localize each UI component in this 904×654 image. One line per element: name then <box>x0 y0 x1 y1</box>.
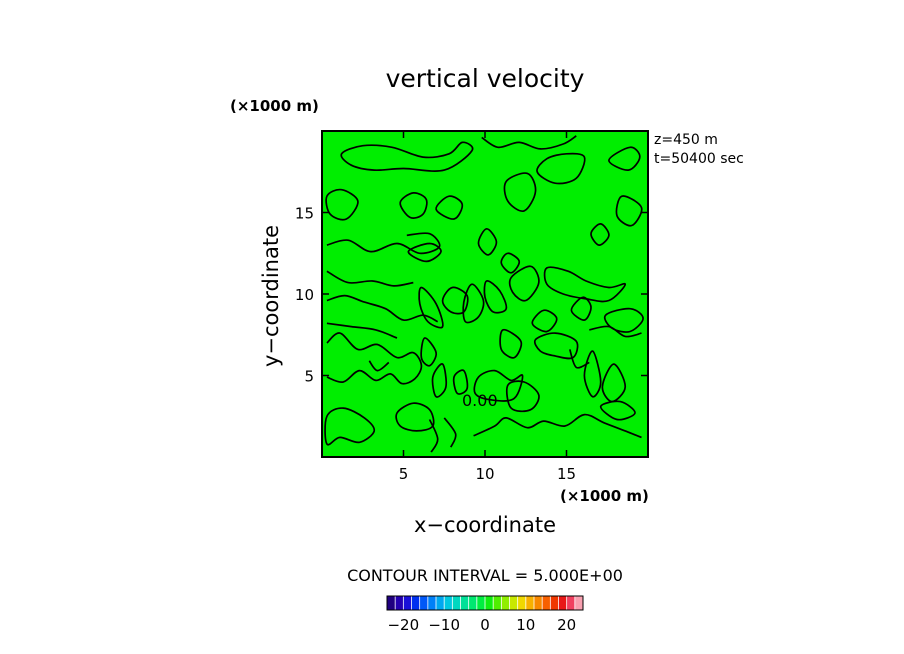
colorbar-tick-label: −20 <box>387 616 419 634</box>
colorbar-swatch <box>542 596 551 610</box>
colorbar-swatch <box>493 596 502 610</box>
contour-line <box>452 369 469 395</box>
contour-line <box>473 369 524 402</box>
contour-line <box>477 227 498 256</box>
colorbar-swatch <box>419 596 429 610</box>
contour-line <box>435 195 464 220</box>
colorbar-ticks: −20 −10 0 10 20 <box>387 616 576 634</box>
contour-lines <box>324 135 644 453</box>
contour-line <box>340 141 474 172</box>
info-line-z: z=450 m <box>654 132 718 148</box>
colorbar-swatch <box>485 596 494 610</box>
contour-line <box>608 146 641 171</box>
contour-line <box>462 283 485 324</box>
chart-title: vertical velocity <box>386 64 585 93</box>
x-axis-label: x−coordinate <box>414 513 556 537</box>
y-tick-label: 10 <box>295 286 314 304</box>
contour-line <box>420 337 437 367</box>
contour-value-label: 0.00 <box>462 391 498 410</box>
colorbar-swatch <box>387 596 396 610</box>
contour-line <box>368 360 390 372</box>
colorbar-swatch <box>517 596 527 610</box>
colorbar-swatch <box>534 596 543 610</box>
colorbar-swatch <box>444 596 453 610</box>
contour-line <box>543 266 627 303</box>
contour-line <box>325 188 359 221</box>
colorbar-swatch <box>460 596 470 610</box>
colorbar-swatch <box>427 596 437 610</box>
colorbar-swatch <box>452 596 461 610</box>
colorbar-swatch <box>403 596 412 610</box>
contour-line <box>599 400 636 421</box>
contour-line <box>431 363 448 398</box>
colorbar-tick-label: 0 <box>480 616 490 634</box>
x-tick-label: 5 <box>399 465 409 483</box>
contour-line <box>533 332 579 360</box>
colorbar-swatch <box>574 596 584 610</box>
contour-line <box>589 325 642 338</box>
y-axis-label: y−coordinate <box>259 225 283 367</box>
contour-line <box>508 265 540 302</box>
contour-line <box>324 407 376 446</box>
colorbar-swatch <box>476 596 486 610</box>
colorbar-swatch <box>468 596 478 610</box>
contour-line <box>407 242 442 263</box>
colorbar-swatch <box>566 596 576 610</box>
contour-line <box>418 286 444 329</box>
colorbar-swatch <box>411 596 421 610</box>
colorbar <box>387 596 584 610</box>
colorbar-frame <box>386 595 584 611</box>
contour-line <box>326 322 398 339</box>
x-tick-label: 15 <box>557 465 576 483</box>
colorbar-swatch <box>395 596 404 610</box>
contour-interval-text: CONTOUR INTERVAL = 5.000E+00 <box>347 566 623 585</box>
contour-line <box>531 309 558 333</box>
contour-line <box>506 380 540 413</box>
contour-line <box>443 417 457 448</box>
contour-line <box>615 195 643 227</box>
contour-line <box>483 280 508 314</box>
contour-line <box>428 419 439 453</box>
colorbar-swatch <box>525 596 535 610</box>
contour-line <box>499 328 523 359</box>
contour-line <box>473 413 642 439</box>
x-tick-label: 10 <box>475 465 494 483</box>
x-axis-ticks: 5 10 15 <box>399 131 576 483</box>
contour-line <box>481 135 577 150</box>
colorbar-swatch <box>550 596 559 610</box>
colorbar-swatch <box>558 596 568 610</box>
contour-line <box>500 252 521 274</box>
contour-line <box>441 286 469 315</box>
y-axis-unit: (×1000 m) <box>230 97 319 115</box>
contour-line <box>570 296 592 321</box>
y-tick-label: 15 <box>295 205 314 223</box>
colorbar-tick-label: −10 <box>428 616 460 634</box>
contour-line <box>583 350 602 398</box>
colorbar-tick-label: 20 <box>557 616 576 634</box>
contour-line <box>536 152 586 185</box>
colorbar-swatch <box>501 596 510 610</box>
x-axis-unit: (×1000 m) <box>560 487 649 505</box>
contour-line <box>590 223 610 246</box>
contour-line <box>326 232 441 255</box>
y-axis-ticks: 5 10 15 <box>295 205 648 386</box>
colorbar-tick-label: 10 <box>516 616 535 634</box>
y-tick-label: 5 <box>304 368 314 386</box>
colorbar-swatch <box>509 596 519 610</box>
contour-line <box>399 192 428 219</box>
colorbar-swatch <box>436 596 445 610</box>
contour-line <box>326 270 414 287</box>
info-line-time: t=50400 sec <box>654 151 744 167</box>
contour-line <box>326 332 423 385</box>
contour-line <box>503 172 537 212</box>
